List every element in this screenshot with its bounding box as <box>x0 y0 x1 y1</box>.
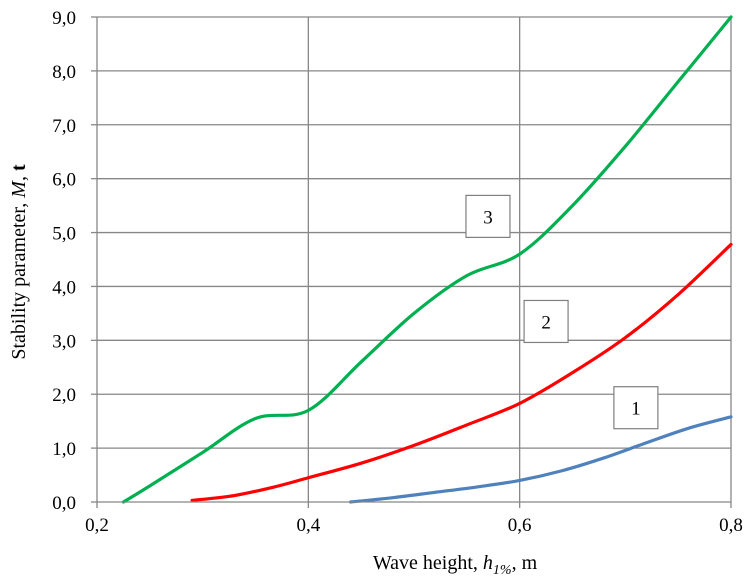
callout-box <box>465 194 511 238</box>
x-tick-label: 0,4 <box>296 515 320 536</box>
x-tick-label: 0,8 <box>719 515 743 536</box>
x-tick-label: 0,6 <box>508 515 532 536</box>
series-group <box>121 15 733 504</box>
callout-1: 1 <box>613 386 659 430</box>
callout-2: 2 <box>523 299 569 344</box>
y-tick-label: 8,0 <box>52 62 76 83</box>
grid <box>97 16 732 502</box>
x-tick-label: 0,2 <box>85 515 109 536</box>
callout-box <box>523 299 569 344</box>
y-tick-label: 4,0 <box>52 277 76 298</box>
y-axis-title: Stability parameter, M, t <box>8 164 30 360</box>
tick-labels: 0,0 1,0 2,0 3,0 4,0 5,0 6,0 7,0 8,0 9,0 0,2 0,4 0,6 0… <box>52 8 743 536</box>
y-tick-label: 3,0 <box>52 331 76 352</box>
series-1-line <box>349 415 733 504</box>
y-tick-label: 2,0 <box>52 385 76 406</box>
y-tick-label: 5,0 <box>52 224 76 245</box>
series-2-line <box>190 242 733 502</box>
callout-label: 3 <box>483 207 493 228</box>
y-tick-label: 0,0 <box>52 493 76 514</box>
x-axis-title: Wave height, h1%, m <box>373 552 538 578</box>
y-tick-label: 7,0 <box>52 116 76 137</box>
axes <box>91 16 732 508</box>
callouts: 1 2 3 <box>465 194 659 430</box>
callout-label: 2 <box>541 312 551 333</box>
callout-3: 3 <box>465 194 511 238</box>
series-3-line <box>121 15 733 504</box>
callout-box <box>613 386 659 430</box>
y-tick-label: 9,0 <box>52 8 76 29</box>
y-tick-label: 6,0 <box>52 170 76 191</box>
callout-label: 1 <box>631 399 641 420</box>
y-tick-label: 1,0 <box>52 439 76 460</box>
